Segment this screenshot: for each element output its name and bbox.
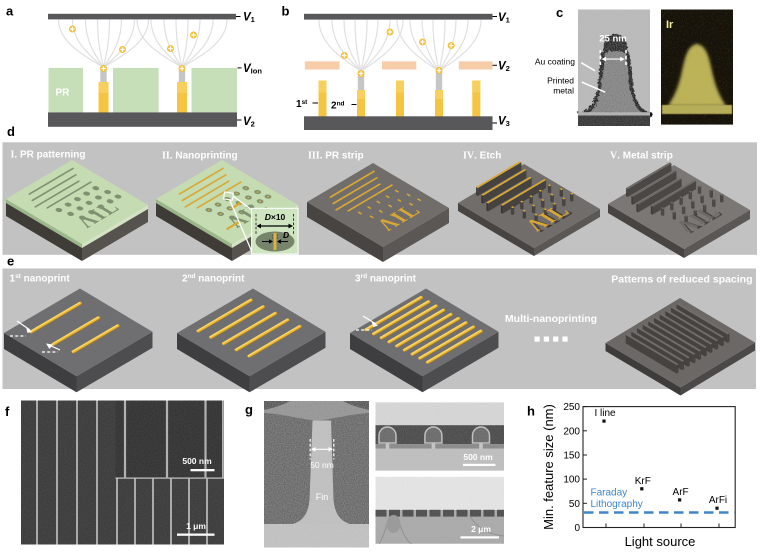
svg-text:Printed: Printed (547, 76, 574, 86)
svg-text:V2: V2 (243, 116, 255, 129)
svg-text:metal: metal (553, 86, 574, 96)
svg-text:Patterns of reduced spacing: Patterns of reduced spacing (611, 274, 752, 286)
svg-text:b: b (282, 4, 290, 19)
svg-text:25 nm: 25 nm (599, 34, 626, 45)
svg-text:VIon: VIon (243, 63, 262, 76)
svg-text:Lithography: Lithography (591, 499, 643, 510)
svg-text:I. PR patterning: I. PR patterning (11, 150, 86, 161)
svg-text:III. PR strip: III. PR strip (308, 151, 364, 162)
svg-text:e: e (7, 254, 14, 269)
svg-text:KrF: KrF (635, 476, 651, 487)
svg-text:f: f (5, 404, 10, 419)
svg-text:Au coating: Au coating (535, 57, 575, 67)
svg-text:Ir: Ir (666, 19, 674, 31)
svg-text:Faraday: Faraday (591, 488, 628, 499)
svg-text:1st: 1st (296, 99, 308, 110)
svg-text:g: g (245, 402, 253, 417)
svg-text:1st nanoprint: 1st nanoprint (10, 273, 71, 285)
svg-text:PR: PR (56, 88, 71, 99)
svg-text:I line: I line (594, 408, 616, 419)
svg-text:150: 150 (563, 451, 580, 462)
svg-text:V1: V1 (498, 12, 510, 25)
svg-text:Light source: Light source (625, 534, 696, 549)
svg-text:100: 100 (563, 475, 580, 486)
svg-text:V. Metal strip: V. Metal strip (610, 151, 673, 162)
svg-text:Fin: Fin (316, 492, 329, 502)
svg-text:0: 0 (574, 523, 580, 534)
svg-text:D: D (283, 230, 289, 240)
svg-text:2nd: 2nd (331, 101, 345, 112)
svg-text:500 nm: 500 nm (463, 452, 493, 462)
svg-text:II. Nanoprinting: II. Nanoprinting (162, 151, 238, 162)
svg-text:D×10: D×10 (265, 212, 286, 222)
svg-text:a: a (6, 4, 14, 19)
svg-text:200: 200 (563, 426, 580, 437)
svg-text:3rd nanoprint: 3rd nanoprint (355, 273, 417, 285)
svg-text:V3: V3 (498, 116, 510, 129)
svg-text:50 nm: 50 nm (310, 460, 334, 470)
svg-text:Min. feature size (nm): Min. feature size (nm) (541, 404, 556, 530)
svg-text:V1: V1 (243, 11, 255, 24)
svg-text:c: c (556, 5, 563, 20)
svg-text:250: 250 (563, 402, 580, 413)
svg-text:IV. Etch: IV. Etch (463, 151, 501, 162)
svg-text:Multi-nanoprinting: Multi-nanoprinting (505, 313, 597, 325)
svg-text:50: 50 (569, 499, 581, 510)
svg-text:h: h (527, 404, 535, 419)
svg-text:d: d (7, 124, 15, 139)
svg-text:2nd nanoprint: 2nd nanoprint (182, 273, 245, 285)
svg-text:V2: V2 (498, 60, 510, 73)
svg-text:2 μm: 2 μm (471, 524, 491, 534)
svg-text:ArF: ArF (673, 487, 689, 498)
svg-text:ArFi: ArFi (709, 495, 727, 506)
